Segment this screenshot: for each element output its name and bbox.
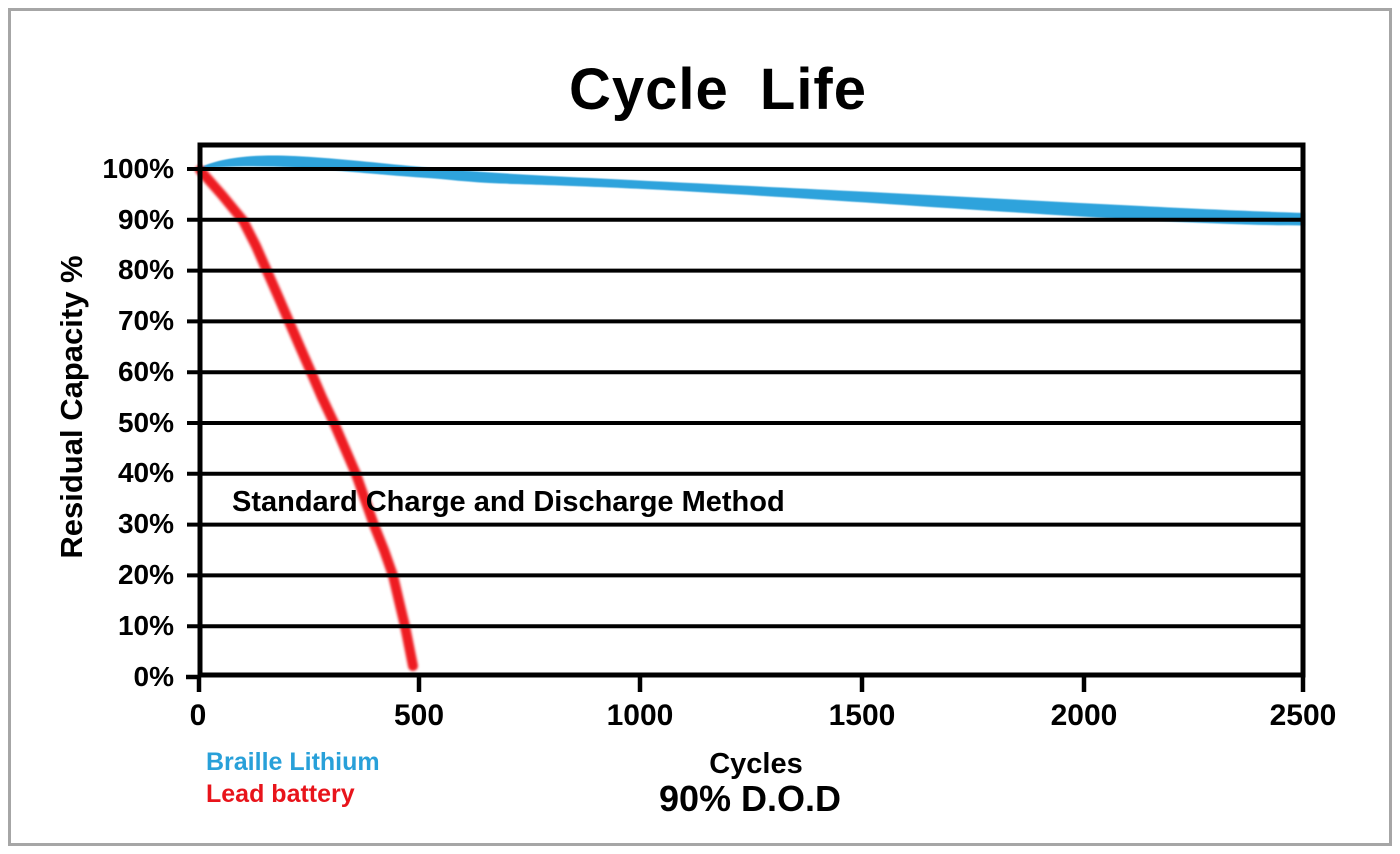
y-tick-label-50: 50%: [117, 407, 174, 438]
lithium-line: [197, 155, 1305, 226]
y-tick-label-60: 60%: [117, 356, 174, 387]
x-axis-subtitle-dod: 90% D.O.D: [658, 778, 842, 819]
y-tick-label-80: 80%: [117, 254, 174, 285]
x-tick-label-2500: 2500: [1269, 699, 1337, 732]
legend-item-lead-battery: Lead battery: [206, 780, 355, 808]
x-tick-label-2000: 2000: [1050, 699, 1118, 732]
gridlines: [187, 167, 1301, 629]
y-tick-label-70: 70%: [117, 305, 174, 336]
x-tick-label-1000: 1000: [606, 699, 674, 732]
plot-frame: [197, 142, 1306, 678]
x-tick-label-0: 0: [189, 699, 207, 732]
legend-item-braille-lithium: Braille Lithium: [206, 748, 380, 776]
legend: Braille Lithium Lead battery: [206, 746, 380, 810]
lead-line: [195, 165, 418, 671]
x-tick-label-1500: 1500: [828, 699, 896, 732]
x-tick-label-500: 500: [393, 699, 445, 732]
y-tick-label-100: 100%: [102, 153, 174, 184]
y-tick-label-40: 40%: [117, 457, 174, 488]
y-tick-label-10: 10%: [117, 610, 174, 641]
axis-ticks: [186, 674, 1306, 692]
y-tick-label-90: 90%: [117, 204, 174, 235]
y-tick-label-20: 20%: [117, 559, 174, 590]
y-tick-label-30: 30%: [117, 508, 174, 539]
chart-title: Cycle Life: [569, 57, 867, 122]
y-tick-label-0: 0%: [133, 661, 174, 692]
annotation-charge-method: Standard Charge and Discharge Method: [232, 486, 785, 518]
x-axis-title: Cycles: [709, 748, 803, 780]
